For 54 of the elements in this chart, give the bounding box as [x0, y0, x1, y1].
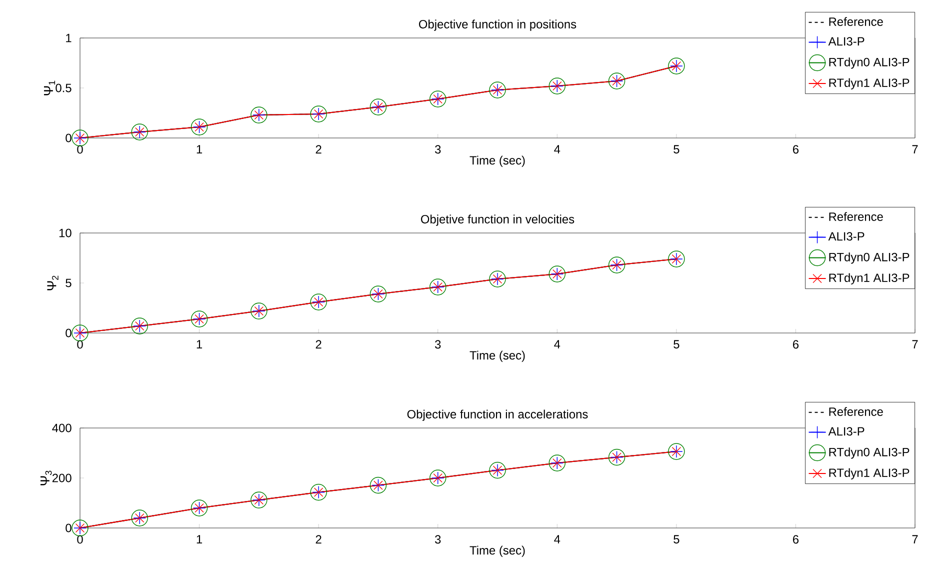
x-tick-label: 7 — [912, 145, 918, 154]
legend-label: Reference — [829, 407, 883, 416]
y-axis-title: Ψ$_{1}$ — [44, 80, 56, 96]
legend-label: ALI3-P — [828, 37, 864, 46]
x-tick-label: 5 — [674, 340, 680, 348]
legend-label: RTdyn1 ALI3-P — [829, 273, 910, 284]
x-tick-label: 0 — [77, 535, 83, 544]
x-tick-label: 4 — [554, 145, 560, 154]
legend-label: Reference — [829, 212, 883, 221]
x-tick-label: 5 — [674, 145, 680, 154]
x-axis-title: Time (sec) — [470, 156, 525, 167]
x-tick-label: 1 — [196, 340, 202, 348]
x-tick-label: 4 — [554, 340, 560, 348]
y-tick-label: 0.5 — [56, 84, 72, 92]
legend-label: RTdyn0 ALI3-P — [829, 252, 910, 264]
chart-title: Objetive function in velocities — [420, 214, 574, 226]
y-axis-title: Ψ$_{3}$ — [40, 470, 52, 486]
x-tick-label: 1 — [196, 535, 202, 544]
legend-label: RTdyn1 ALI3-P — [829, 468, 910, 480]
chart-title: Objective function in positions — [418, 20, 576, 31]
x-axis-title: Time (sec) — [470, 546, 525, 557]
legend-label: RTdyn1 ALI3-P — [829, 78, 910, 90]
y-tick-label: 10 — [59, 228, 72, 238]
legend-label: Reference — [829, 17, 883, 26]
x-tick-label: 5 — [674, 535, 680, 544]
y-tick-label: 0 — [66, 524, 72, 532]
x-tick-label: 6 — [793, 340, 799, 349]
y-axis-title: Ψ$_{2}$ — [47, 276, 58, 290]
x-tick-label: 6 — [793, 145, 799, 154]
x-tick-label: 1 — [196, 145, 202, 154]
y-tick-label: 5 — [66, 278, 72, 288]
x-tick-label: 2 — [316, 145, 322, 154]
x-tick-label: 6 — [793, 535, 799, 544]
x-tick-label: 2 — [316, 340, 322, 349]
legend-label: RTdyn0 ALI3-P — [829, 448, 910, 459]
y-tick-label: 0 — [66, 328, 72, 338]
y-tick-label: 400 — [52, 424, 72, 432]
legend-label: ALI3-P — [828, 427, 864, 436]
y-tick-label: 200 — [52, 474, 72, 482]
x-tick-label: 3 — [434, 145, 441, 154]
legend-label: RTdyn0 ALI3-P — [829, 58, 910, 69]
x-tick-label: 7 — [912, 340, 918, 348]
x-axis-title: Time (sec) — [470, 350, 525, 362]
chart-title: Objective function in accelerations — [407, 410, 588, 421]
x-tick-label: 7 — [912, 535, 918, 544]
y-tick-label: 1 — [66, 34, 72, 42]
x-tick-label: 0 — [77, 340, 83, 349]
x-tick-label: 0 — [77, 145, 83, 154]
y-tick-label: 0 — [66, 134, 72, 142]
legend-label: ALI3-P — [828, 232, 864, 241]
x-tick-label: 2 — [316, 535, 322, 544]
x-tick-label: 4 — [554, 535, 560, 544]
x-tick-label: 3 — [434, 340, 441, 349]
x-tick-label: 3 — [434, 535, 441, 544]
